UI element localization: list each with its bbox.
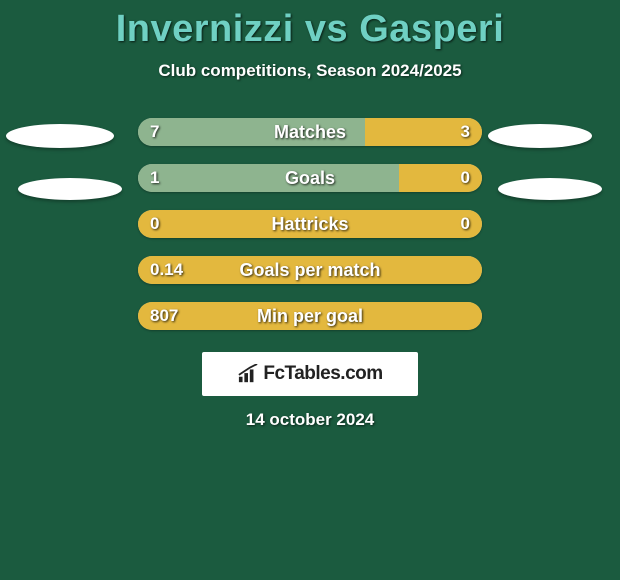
- stat-row: Min per goal807: [0, 302, 620, 330]
- page-title: Invernizzi vs Gasperi: [0, 0, 620, 51]
- stat-bar-left: [138, 256, 482, 284]
- stat-bar-left: [138, 164, 399, 192]
- player-left-name: Invernizzi: [116, 8, 294, 50]
- attribution-logo: FcTables.com: [202, 352, 418, 396]
- comparison-card: Invernizzi vs Gasperi Club competitions,…: [0, 0, 620, 580]
- attribution-text: FcTables.com: [263, 363, 382, 385]
- stat-bar-left: [138, 210, 482, 238]
- stat-bar-left: [138, 302, 482, 330]
- stat-bar-track: [138, 118, 482, 146]
- stat-bar-right: [399, 164, 482, 192]
- stat-bar-track: [138, 164, 482, 192]
- chart-icon: [237, 364, 259, 384]
- stat-row: Hattricks00: [0, 210, 620, 238]
- stat-bar-track: [138, 256, 482, 284]
- stat-row: Goals10: [0, 164, 620, 192]
- stat-bar-track: [138, 302, 482, 330]
- player-right-name: Gasperi: [359, 8, 504, 50]
- stat-bar-track: [138, 210, 482, 238]
- stats-container: Matches73 Goals10 Hattricks00 Goals per mat…: [0, 118, 620, 348]
- vs-text: vs: [294, 8, 359, 50]
- subtitle: Club competitions, Season 2024/2025: [0, 61, 620, 81]
- stat-bar-right: [365, 118, 482, 146]
- stat-row: Goals per match0.14: [0, 256, 620, 284]
- stat-bar-left: [138, 118, 365, 146]
- stat-row: Matches73: [0, 118, 620, 146]
- date-label: 14 october 2024: [0, 410, 620, 430]
